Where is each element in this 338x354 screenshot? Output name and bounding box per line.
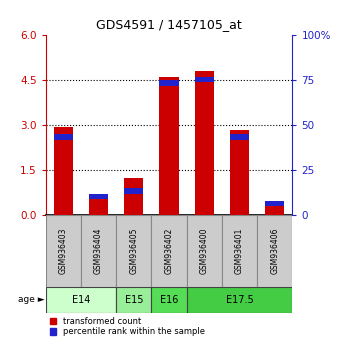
Text: GSM936403: GSM936403 <box>59 228 68 274</box>
Bar <box>230 135 249 140</box>
Bar <box>187 216 222 286</box>
Bar <box>116 286 151 313</box>
Bar <box>124 188 143 194</box>
Bar <box>159 80 179 86</box>
Text: E14: E14 <box>72 295 90 304</box>
Text: GSM936405: GSM936405 <box>129 228 138 274</box>
Text: E16: E16 <box>160 295 178 304</box>
Text: E17.5: E17.5 <box>226 295 254 304</box>
Bar <box>222 216 257 286</box>
Bar <box>257 216 292 286</box>
Bar <box>81 216 116 286</box>
Bar <box>124 178 143 216</box>
Bar <box>159 78 179 216</box>
Text: E15: E15 <box>124 295 143 304</box>
Bar <box>116 216 151 286</box>
Bar <box>187 286 292 313</box>
Bar <box>195 72 214 216</box>
Text: GSM936401: GSM936401 <box>235 228 244 274</box>
Text: GSM936406: GSM936406 <box>270 228 279 274</box>
Legend: transformed count, percentile rank within the sample: transformed count, percentile rank withi… <box>50 317 205 336</box>
Bar <box>265 201 285 206</box>
Bar <box>89 199 108 216</box>
Bar <box>151 216 187 286</box>
Bar <box>53 135 73 140</box>
Bar <box>151 286 187 313</box>
Bar <box>230 130 249 216</box>
Bar <box>46 216 81 286</box>
Bar <box>195 77 214 82</box>
Bar <box>46 286 116 313</box>
Text: GSM936402: GSM936402 <box>165 228 173 274</box>
Text: age ►: age ► <box>18 295 45 304</box>
Bar <box>265 205 285 216</box>
Text: GSM936400: GSM936400 <box>200 228 209 274</box>
Text: GDS4591 / 1457105_at: GDS4591 / 1457105_at <box>96 18 242 31</box>
Text: GSM936404: GSM936404 <box>94 228 103 274</box>
Bar <box>89 194 108 199</box>
Bar <box>53 127 73 216</box>
